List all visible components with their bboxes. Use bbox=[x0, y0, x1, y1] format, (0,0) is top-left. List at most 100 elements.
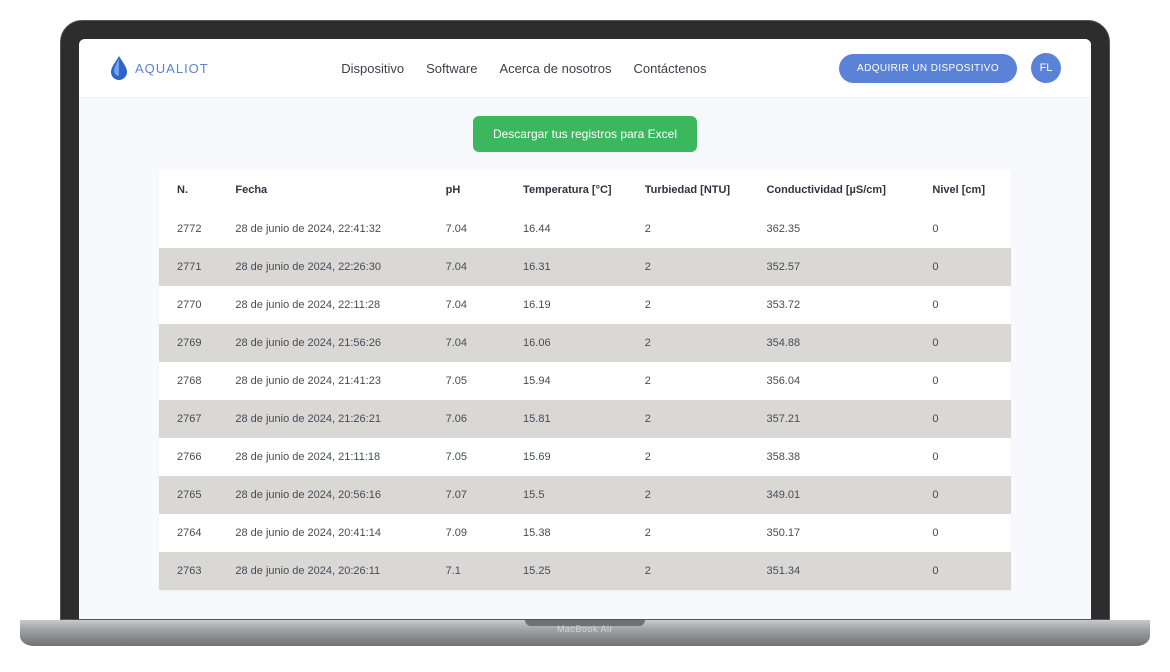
cell-nivel: 0 bbox=[922, 248, 1011, 286]
cell-temp: 15.94 bbox=[513, 362, 635, 400]
cell-temp: 16.06 bbox=[513, 324, 635, 362]
table-row[interactable]: 277228 de junio de 2024, 22:41:327.0416.… bbox=[159, 210, 1011, 248]
cell-turb: 2 bbox=[635, 362, 757, 400]
cell-fecha: 28 de junio de 2024, 20:41:14 bbox=[225, 514, 435, 552]
acquire-device-button[interactable]: ADQUIRIR UN DISPOSITIVO bbox=[839, 54, 1017, 83]
cell-temp: 16.19 bbox=[513, 286, 635, 324]
cell-fecha: 28 de junio de 2024, 21:11:18 bbox=[225, 438, 435, 476]
cell-turb: 2 bbox=[635, 514, 757, 552]
cell-ph: 7.09 bbox=[436, 514, 513, 552]
table-row[interactable]: 276828 de junio de 2024, 21:41:237.0515.… bbox=[159, 362, 1011, 400]
avatar[interactable]: FL bbox=[1031, 53, 1061, 83]
cell-temp: 15.81 bbox=[513, 400, 635, 438]
cell-n: 2770 bbox=[159, 286, 225, 324]
cell-cond: 350.17 bbox=[756, 514, 922, 552]
table-row[interactable]: 276428 de junio de 2024, 20:41:147.0915.… bbox=[159, 514, 1011, 552]
cell-turb: 2 bbox=[635, 324, 757, 362]
records-table: N. Fecha pH Temperatura [°C] Turbiedad [… bbox=[159, 170, 1011, 590]
cell-ph: 7.06 bbox=[436, 400, 513, 438]
cell-n: 2768 bbox=[159, 362, 225, 400]
primary-nav: Dispositivo Software Acerca de nosotros … bbox=[341, 61, 706, 76]
cell-n: 2767 bbox=[159, 400, 225, 438]
cell-turb: 2 bbox=[635, 248, 757, 286]
cell-nivel: 0 bbox=[922, 400, 1011, 438]
nav-software[interactable]: Software bbox=[426, 61, 477, 76]
cell-cond: 354.88 bbox=[756, 324, 922, 362]
cell-temp: 15.5 bbox=[513, 476, 635, 514]
cell-ph: 7.04 bbox=[436, 210, 513, 248]
col-header-turb[interactable]: Turbiedad [NTU] bbox=[635, 170, 757, 210]
cell-n: 2769 bbox=[159, 324, 225, 362]
cell-n: 2771 bbox=[159, 248, 225, 286]
cell-n: 2764 bbox=[159, 514, 225, 552]
table-row[interactable]: 276728 de junio de 2024, 21:26:217.0615.… bbox=[159, 400, 1011, 438]
cell-cond: 351.34 bbox=[756, 552, 922, 590]
col-header-n[interactable]: N. bbox=[159, 170, 225, 210]
cell-temp: 15.25 bbox=[513, 552, 635, 590]
device-label: MacBook Air bbox=[557, 624, 613, 634]
cell-ph: 7.05 bbox=[436, 362, 513, 400]
cell-fecha: 28 de junio de 2024, 22:11:28 bbox=[225, 286, 435, 324]
cell-nivel: 0 bbox=[922, 286, 1011, 324]
table-row[interactable]: 276628 de junio de 2024, 21:11:187.0515.… bbox=[159, 438, 1011, 476]
table-row[interactable]: 276528 de junio de 2024, 20:56:167.0715.… bbox=[159, 476, 1011, 514]
cell-temp: 15.38 bbox=[513, 514, 635, 552]
cell-cond: 353.72 bbox=[756, 286, 922, 324]
cell-turb: 2 bbox=[635, 476, 757, 514]
laptop-bezel: AQUALIOT Dispositivo Software Acerca de … bbox=[60, 20, 1110, 620]
cell-nivel: 0 bbox=[922, 476, 1011, 514]
cell-ph: 7.05 bbox=[436, 438, 513, 476]
col-header-cond[interactable]: Conductividad [µS/cm] bbox=[756, 170, 922, 210]
brand-name: AQUALIOT bbox=[135, 61, 209, 76]
col-header-fecha[interactable]: Fecha bbox=[225, 170, 435, 210]
laptop-base: MacBook Air bbox=[20, 620, 1150, 646]
cell-ph: 7.04 bbox=[436, 286, 513, 324]
cell-n: 2763 bbox=[159, 552, 225, 590]
cell-temp: 16.44 bbox=[513, 210, 635, 248]
nav-contactenos[interactable]: Contáctenos bbox=[633, 61, 706, 76]
nav-acerca[interactable]: Acerca de nosotros bbox=[499, 61, 611, 76]
cell-temp: 15.69 bbox=[513, 438, 635, 476]
cell-turb: 2 bbox=[635, 210, 757, 248]
cell-nivel: 0 bbox=[922, 514, 1011, 552]
cell-turb: 2 bbox=[635, 552, 757, 590]
col-header-nivel[interactable]: Nivel [cm] bbox=[922, 170, 1011, 210]
cell-cond: 349.01 bbox=[756, 476, 922, 514]
cell-cond: 352.57 bbox=[756, 248, 922, 286]
cell-fecha: 28 de junio de 2024, 21:56:26 bbox=[225, 324, 435, 362]
cell-nivel: 0 bbox=[922, 552, 1011, 590]
topbar: AQUALIOT Dispositivo Software Acerca de … bbox=[79, 39, 1091, 98]
table-row[interactable]: 277028 de junio de 2024, 22:11:287.0416.… bbox=[159, 286, 1011, 324]
cell-fecha: 28 de junio de 2024, 20:26:11 bbox=[225, 552, 435, 590]
col-header-temp[interactable]: Temperatura [°C] bbox=[513, 170, 635, 210]
cell-fecha: 28 de junio de 2024, 21:26:21 bbox=[225, 400, 435, 438]
table-row[interactable]: 276928 de junio de 2024, 21:56:267.0416.… bbox=[159, 324, 1011, 362]
cell-cond: 356.04 bbox=[756, 362, 922, 400]
download-excel-button[interactable]: Descargar tus registros para Excel bbox=[473, 116, 697, 152]
laptop-frame: AQUALIOT Dispositivo Software Acerca de … bbox=[60, 20, 1110, 646]
table-header: N. Fecha pH Temperatura [°C] Turbiedad [… bbox=[159, 170, 1011, 210]
cell-nivel: 0 bbox=[922, 210, 1011, 248]
cell-turb: 2 bbox=[635, 286, 757, 324]
water-drop-icon bbox=[109, 55, 129, 81]
cell-turb: 2 bbox=[635, 438, 757, 476]
cell-nivel: 0 bbox=[922, 438, 1011, 476]
table-row[interactable]: 277128 de junio de 2024, 22:26:307.0416.… bbox=[159, 248, 1011, 286]
cell-ph: 7.07 bbox=[436, 476, 513, 514]
download-wrap: Descargar tus registros para Excel bbox=[159, 116, 1011, 152]
cell-fecha: 28 de junio de 2024, 22:41:32 bbox=[225, 210, 435, 248]
col-header-ph[interactable]: pH bbox=[436, 170, 513, 210]
cell-ph: 7.04 bbox=[436, 248, 513, 286]
cell-fecha: 28 de junio de 2024, 20:56:16 bbox=[225, 476, 435, 514]
cell-cond: 358.38 bbox=[756, 438, 922, 476]
nav-dispositivo[interactable]: Dispositivo bbox=[341, 61, 404, 76]
cell-fecha: 28 de junio de 2024, 21:41:23 bbox=[225, 362, 435, 400]
cell-temp: 16.31 bbox=[513, 248, 635, 286]
cell-cond: 357.21 bbox=[756, 400, 922, 438]
table-row[interactable]: 276328 de junio de 2024, 20:26:117.115.2… bbox=[159, 552, 1011, 590]
topbar-right: ADQUIRIR UN DISPOSITIVO FL bbox=[839, 53, 1061, 83]
cell-nivel: 0 bbox=[922, 362, 1011, 400]
cell-nivel: 0 bbox=[922, 324, 1011, 362]
cell-n: 2766 bbox=[159, 438, 225, 476]
brand-logo[interactable]: AQUALIOT bbox=[109, 55, 209, 81]
